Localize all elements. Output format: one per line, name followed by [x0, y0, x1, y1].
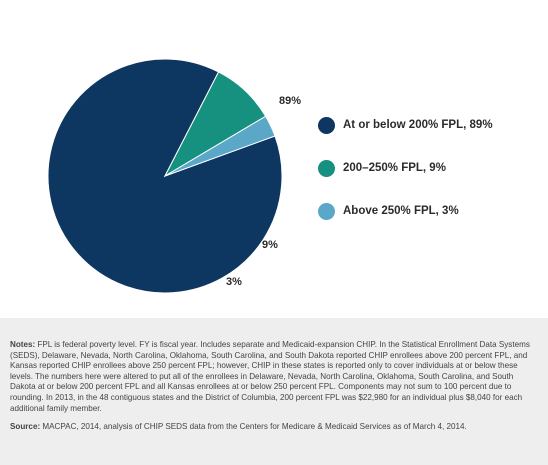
slice-data-label-2: 3% [226, 276, 242, 288]
legend-swatch-2 [318, 202, 335, 220]
legend-label-2: Above 250% FPL, 3% [343, 205, 459, 217]
legend-item-1: 200–250% FPL, 9% [318, 159, 493, 177]
legend-swatch-0 [318, 116, 335, 134]
slice-data-label-0: 89% [279, 95, 301, 107]
legend: At or below 200% FPL, 89% 200–250% FPL, … [318, 116, 493, 245]
legend-item-0: At or below 200% FPL, 89% [318, 116, 493, 134]
notes-text: FPL is federal poverty level. FY is fisc… [10, 340, 530, 413]
source-text: MACPAC, 2014, analysis of CHIP SEDS data… [40, 422, 467, 432]
pie-chart: 89% 9% 3% [47, 58, 301, 294]
source-paragraph: Source: MACPAC, 2014, analysis of CHIP S… [10, 422, 538, 433]
source-label: Source: [10, 422, 41, 432]
legend-swatch-1 [318, 159, 335, 177]
legend-label-0: At or below 200% FPL, 89% [343, 119, 493, 131]
notes-label: Notes: [10, 340, 36, 349]
pie-slice-2 [164, 115, 276, 177]
notes-paragraph: Notes: FPL is federal poverty level. FY … [10, 340, 538, 414]
slice-data-label-1: 9% [262, 239, 278, 251]
legend-item-2: Above 250% FPL, 3% [318, 202, 493, 220]
chart-footer: Notes: FPL is federal poverty level. FY … [0, 318, 548, 465]
legend-label-1: 200–250% FPL, 9% [343, 162, 446, 174]
